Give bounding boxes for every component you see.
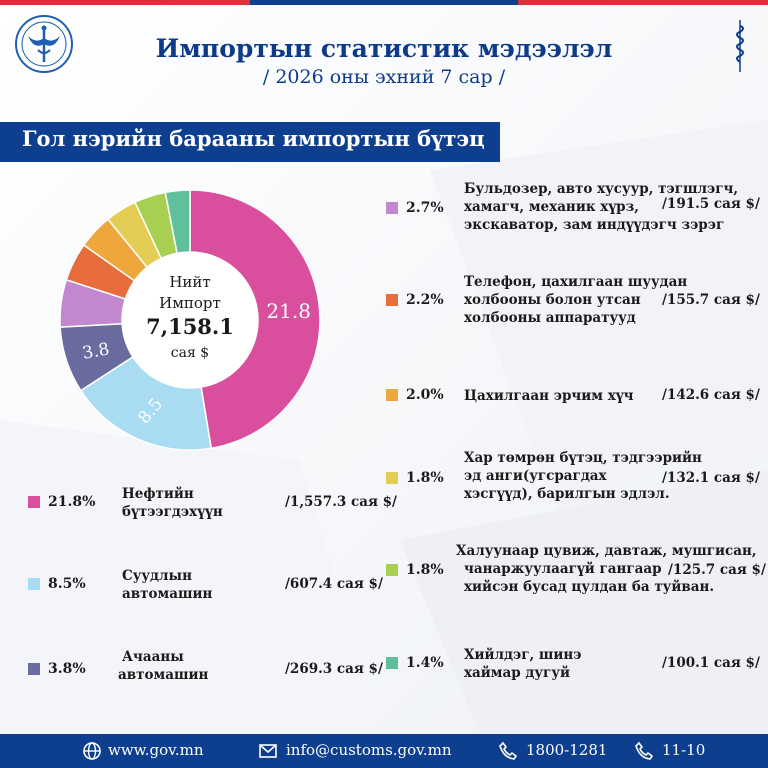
legend-value: /132.1 сая $/ — [662, 470, 760, 486]
legend-pct: 8.5% — [48, 576, 86, 592]
legend-swatch — [28, 663, 40, 675]
mongolian-script-icon — [736, 20, 744, 72]
legend-label: Ачааны автомашин — [118, 649, 209, 683]
legend-pct: 1.4% — [406, 655, 444, 671]
legend-pct: 1.8% — [406, 470, 444, 486]
legend-label: Бульдозер, авто хусуур, тэгшлэгч, хамагч,… — [464, 181, 739, 233]
legend-swatch — [28, 578, 40, 590]
legend-value: /1,557.3 сая $/ — [285, 494, 397, 510]
section-band — [0, 122, 500, 162]
legend-swatch — [386, 294, 398, 306]
legend-label: Нефтийн бүтээгдэхүүн — [122, 486, 223, 520]
legend-swatch — [386, 472, 398, 484]
legend-value: /191.5 сая $/ — [662, 196, 760, 212]
legend-swatch — [386, 202, 398, 214]
page-title: Импортын статистик мэдээлэл — [155, 34, 613, 63]
section-title: Гол нэрийн барааны импортын бүтэц — [22, 126, 485, 151]
legend-value: /142.6 сая $/ — [662, 387, 760, 403]
legend-label: Хийлдэг, шинэ хаймар дугуй — [464, 647, 582, 681]
footer-bar — [0, 734, 768, 768]
donut-slice-label-0: 21.8 — [266, 299, 311, 323]
legend-label: Суудлын автомашин — [122, 568, 213, 602]
customs-logo-icon — [15, 15, 73, 73]
legend-pct: 2.7% — [406, 200, 444, 216]
legend-label: Хар төмрөн бүтэц, тэдгээрийн эд анги(угср… — [464, 450, 702, 502]
legend-label: Цахилгаан эрчим хүч — [464, 388, 634, 404]
phone-icon — [499, 741, 518, 760]
legend-swatch — [386, 657, 398, 669]
legend-label: Халуунаар цувиж, давтаж, мушгисан, чанарж… — [456, 543, 757, 595]
legend-swatch — [28, 496, 40, 508]
top-bar-right — [518, 0, 768, 5]
legend-pct: 21.8% — [48, 494, 96, 510]
legend-pct: 1.8% — [406, 562, 444, 578]
legend-value: /155.7 сая $/ — [662, 292, 760, 308]
footer-phone-2[interactable]: 11-10 — [662, 741, 706, 759]
legend-value: /125.7 сая $/ — [668, 562, 766, 578]
phone-icon — [635, 741, 654, 760]
legend-pct: 2.2% — [406, 292, 444, 308]
footer-email-link[interactable]: info@customs.gov.mn — [286, 741, 452, 759]
donut-hole — [122, 252, 258, 388]
legend-swatch — [386, 389, 398, 401]
mail-icon — [259, 744, 277, 758]
donut-center-total: 7,158.1 — [146, 314, 234, 339]
donut-center-unit: сая $ — [170, 345, 210, 361]
donut-center-line1: Нийт — [169, 273, 211, 291]
page-subtitle: / 2026 оны эхний 7 сар / — [262, 66, 506, 88]
footer-phone-1[interactable]: 1800-1281 — [526, 741, 608, 759]
legend-label: Телефон, цахилгаан шуудан холбооны болон … — [464, 274, 688, 326]
legend-swatch — [386, 564, 398, 576]
donut-chart: 21.88.53.8 — [59, 189, 321, 451]
top-bar-middle — [250, 0, 518, 5]
donut-center-line2: Импорт — [159, 294, 221, 312]
legend-value: /269.3 сая $/ — [285, 661, 383, 677]
legend-value: /100.1 сая $/ — [662, 655, 760, 671]
globe-icon — [83, 742, 101, 760]
footer-website-link[interactable]: www.gov.mn — [108, 741, 204, 759]
donut-slice-label-2: 3.8 — [81, 339, 111, 363]
top-bar-left — [0, 0, 250, 5]
legend-pct: 2.0% — [406, 387, 444, 403]
legend-pct: 3.8% — [48, 661, 86, 677]
legend-value: /607.4 сая $/ — [285, 576, 383, 592]
